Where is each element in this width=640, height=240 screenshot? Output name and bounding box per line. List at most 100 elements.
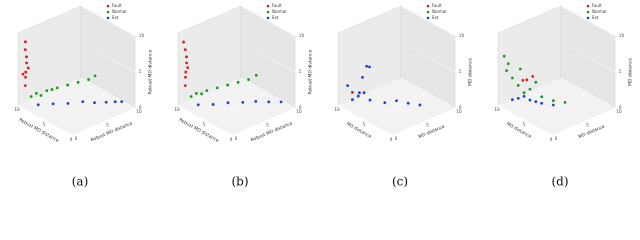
legend-marker xyxy=(426,16,430,20)
x-tick-label: 5 xyxy=(43,122,46,127)
x-tick-label: 0 xyxy=(390,137,393,142)
data-point xyxy=(254,73,258,77)
legend-label: Fault xyxy=(432,3,442,8)
data-point xyxy=(516,96,520,100)
legend-marker xyxy=(106,10,110,14)
grid-line xyxy=(560,41,616,73)
legend-marker xyxy=(106,4,110,8)
x-tick-label: 10 xyxy=(494,107,500,112)
data-point xyxy=(279,100,283,104)
data-point xyxy=(540,95,544,99)
data-point xyxy=(362,91,366,95)
data-point xyxy=(211,103,215,106)
data-point xyxy=(25,55,28,59)
y-tick-label: 0 xyxy=(75,136,78,141)
z-tick-label: 10 xyxy=(459,33,465,38)
legend-label: Normal xyxy=(272,9,286,14)
legend-label: Normal xyxy=(592,9,606,14)
grid-line xyxy=(49,91,104,122)
data-point xyxy=(551,99,555,103)
y-tick-label: 10 xyxy=(136,109,142,114)
legend-marker xyxy=(266,16,270,20)
x-tick-label: 10 xyxy=(14,107,20,112)
grid-line xyxy=(337,104,393,136)
z-axis-label: Robust MD distance xyxy=(308,49,314,94)
legend-marker xyxy=(426,4,430,8)
data-point xyxy=(361,76,364,79)
data-point xyxy=(25,61,29,65)
legend-label: Ext xyxy=(272,15,279,20)
data-point xyxy=(29,95,33,98)
data-point xyxy=(34,91,38,95)
data-point xyxy=(351,98,354,101)
y-tick-label: 5 xyxy=(586,123,589,128)
grid-line xyxy=(80,77,136,109)
data-point xyxy=(518,67,522,71)
grid-line xyxy=(80,41,136,73)
x-tick-label: 0 xyxy=(230,137,233,142)
data-point xyxy=(525,78,529,82)
legend-marker xyxy=(426,10,430,14)
data-point xyxy=(24,75,27,79)
data-point xyxy=(531,74,535,78)
data-point xyxy=(528,98,532,102)
data-point xyxy=(39,94,43,97)
data-point xyxy=(365,64,369,68)
data-point xyxy=(113,100,117,104)
data-point xyxy=(551,103,555,107)
legend-marker xyxy=(106,16,110,20)
data-point xyxy=(21,72,25,76)
data-point xyxy=(24,70,28,74)
data-point xyxy=(23,40,27,44)
x-tick-label: 0 xyxy=(70,137,73,142)
z-tick-label: 5 xyxy=(139,69,142,74)
z-tick-label: 5 xyxy=(299,69,302,74)
data-point xyxy=(87,78,90,81)
x-tick-label: 5 xyxy=(523,122,526,127)
data-point xyxy=(418,103,422,107)
data-point xyxy=(511,76,514,80)
data-point xyxy=(184,75,187,79)
data-point xyxy=(254,100,258,103)
y-tick-label: 5 xyxy=(426,123,429,128)
z-tick-label: 0 xyxy=(299,105,302,110)
x-tick-label: 0 xyxy=(550,137,553,142)
grid-line xyxy=(240,5,296,37)
data-point xyxy=(236,80,240,84)
grid-line xyxy=(497,104,553,136)
y-axis-label: MD distance xyxy=(418,124,446,140)
data-point xyxy=(521,78,525,82)
data-point xyxy=(368,65,371,69)
data-point xyxy=(81,100,85,104)
z-tick-label: 5 xyxy=(459,69,462,74)
grid-line xyxy=(400,41,456,73)
grid-line xyxy=(240,77,296,109)
legend-label: Normal xyxy=(112,9,126,14)
data-point xyxy=(226,101,230,105)
grid-line xyxy=(560,77,616,109)
grid-line xyxy=(560,5,616,37)
y-tick-label: 0 xyxy=(235,136,238,141)
data-point xyxy=(540,101,544,105)
data-point xyxy=(351,91,354,94)
data-point xyxy=(502,54,506,58)
legend-marker xyxy=(266,4,270,8)
grid-line xyxy=(177,104,233,136)
z-tick-label: 0 xyxy=(139,105,142,110)
legend-marker xyxy=(586,16,590,20)
grid-line xyxy=(17,104,73,136)
z-tick-label: 10 xyxy=(139,33,145,38)
data-point xyxy=(189,95,193,98)
y-tick-label: 5 xyxy=(266,123,269,128)
data-point xyxy=(505,69,508,73)
z-tick-label: 0 xyxy=(459,105,462,110)
x-tick-label: 10 xyxy=(334,107,340,112)
data-point xyxy=(383,101,387,104)
data-point xyxy=(346,84,350,88)
data-point xyxy=(368,98,372,102)
data-point xyxy=(356,94,360,98)
